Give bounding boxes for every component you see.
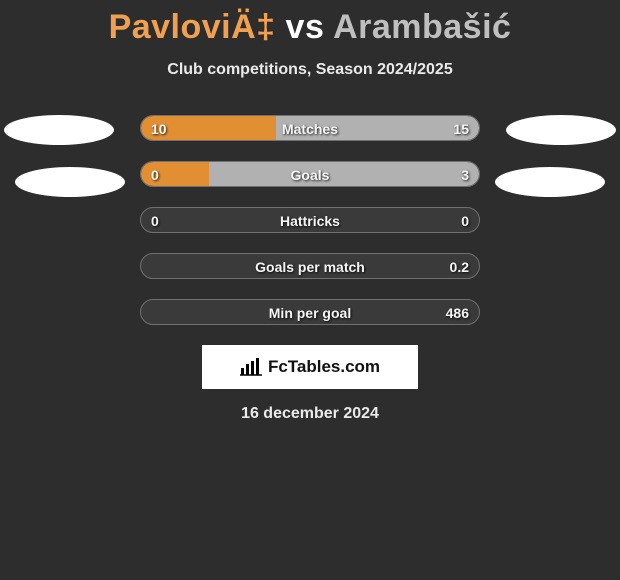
date-text: 16 december 2024 [0, 405, 620, 423]
stat-row: Min per goal486 [140, 299, 480, 325]
stat-label: Goals per match [141, 254, 479, 279]
value-player2: 486 [446, 300, 469, 325]
stat-row: 10Matches15 [140, 115, 480, 141]
decor-ellipse [495, 167, 605, 197]
stat-label: Goals [141, 162, 479, 187]
page-title: PavloviÄ‡ vs Arambašić [0, 0, 620, 47]
bar-chart-icon [240, 358, 262, 376]
stat-row: 0Hattricks0 [140, 207, 480, 233]
value-player2: 0.2 [450, 254, 469, 279]
stat-row: 0Goals3 [140, 161, 480, 187]
value-player2: 0 [461, 208, 469, 233]
stat-label: Min per goal [141, 300, 479, 325]
subtitle: Club competitions, Season 2024/2025 [0, 61, 620, 79]
player1-name: PavloviÄ‡ [109, 8, 276, 46]
stat-label: Hattricks [141, 208, 479, 233]
source-text: FcTables.com [268, 357, 380, 377]
value-player2: 15 [453, 116, 469, 141]
source-box: FcTables.com [202, 345, 418, 389]
chart-area: 10Matches150Goals30Hattricks0Goals per m… [0, 115, 620, 325]
stat-label: Matches [141, 116, 479, 141]
rows-container: 10Matches150Goals30Hattricks0Goals per m… [0, 115, 620, 325]
value-player2: 3 [461, 162, 469, 187]
decor-ellipse [4, 115, 114, 145]
stat-row: Goals per match0.2 [140, 253, 480, 279]
player2-name: Arambašić [333, 8, 511, 46]
vs-text: vs [286, 8, 325, 46]
decor-ellipse [15, 167, 125, 197]
decor-ellipse [506, 115, 616, 145]
